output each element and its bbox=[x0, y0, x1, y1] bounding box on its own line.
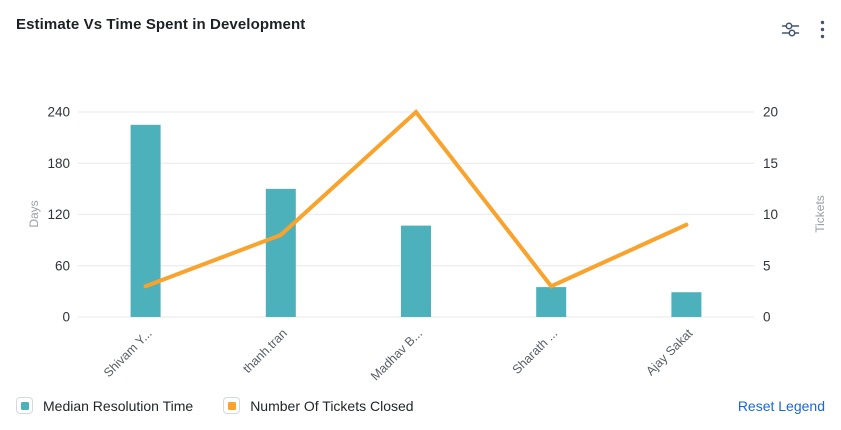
y-axis-tick-label-left: 120 bbox=[47, 207, 70, 222]
y-axis-tick-label-left: 180 bbox=[47, 156, 70, 171]
legend-swatch-box bbox=[223, 397, 241, 414]
header-icons bbox=[779, 18, 827, 41]
x-axis-label: Sharath ... bbox=[510, 326, 561, 377]
x-axis-label: Shivam Y... bbox=[101, 326, 155, 380]
legend-label: Median Resolution Time bbox=[43, 397, 194, 414]
left-axis-title: Days bbox=[27, 200, 41, 227]
y-axis-tick-label-right: 0 bbox=[763, 310, 771, 325]
y-axis-tick-label-right: 20 bbox=[763, 105, 778, 120]
teal-square-icon bbox=[20, 401, 29, 410]
legend-item-number-of-tickets-closed[interactable]: Number Of Tickets Closed bbox=[223, 397, 414, 414]
y-axis-tick-label-right: 10 bbox=[763, 207, 778, 222]
x-axis-label: Madhav B... bbox=[368, 326, 425, 383]
legend-label: Number Of Tickets Closed bbox=[250, 397, 414, 414]
legend-item-median-resolution-time[interactable]: Median Resolution Time bbox=[16, 397, 193, 414]
chart-title: Estimate Vs Time Spent in Development bbox=[16, 16, 306, 33]
bar-Sharath ...[interactable] bbox=[536, 287, 567, 317]
x-axis-label: thanh.tran bbox=[240, 326, 290, 376]
bar-Ajay Sakat[interactable] bbox=[671, 292, 702, 317]
y-axis-tick-label-left: 0 bbox=[62, 310, 70, 325]
y-axis-tick-label-left: 240 bbox=[47, 105, 70, 120]
y-axis-tick-label-left: 60 bbox=[55, 258, 70, 273]
line-series[interactable] bbox=[143, 109, 689, 289]
right-axis-title: Tickets bbox=[813, 195, 827, 233]
x-axis-label: Ajay Sakat bbox=[643, 326, 696, 379]
y-axis-tick-label-right: 15 bbox=[763, 156, 778, 171]
sliders-icon bbox=[781, 21, 800, 38]
more-options-button[interactable] bbox=[818, 18, 827, 41]
y-axis-tick-label-right: 5 bbox=[763, 258, 771, 273]
reset-legend-link[interactable]: Reset Legend bbox=[737, 397, 825, 414]
chart-canvas: 0 60 120 180 240 0 5 10 15 20 Days Tickets Shivam Y.… bbox=[27, 105, 827, 384]
bar-Madhav B...[interactable] bbox=[401, 225, 431, 317]
legend-swatch-box bbox=[16, 397, 33, 414]
orange-square-icon bbox=[227, 401, 236, 410]
chart-header: Estimate Vs Time Spent in Development bbox=[16, 16, 827, 41]
chart-legend: Median Resolution Time Number Of Tickets… bbox=[16, 397, 825, 414]
kebab-menu-icon bbox=[820, 20, 825, 39]
bar-thanh.tran[interactable] bbox=[265, 188, 296, 317]
chart-settings-button[interactable] bbox=[779, 19, 802, 40]
